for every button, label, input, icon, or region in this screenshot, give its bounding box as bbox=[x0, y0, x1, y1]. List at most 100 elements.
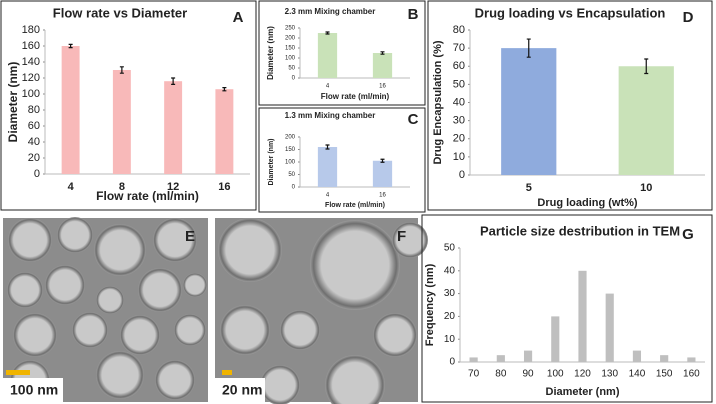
bar bbox=[605, 293, 614, 362]
y-tick-label: 0 bbox=[34, 168, 40, 180]
y-axis-label: Diameter (nm) bbox=[268, 138, 275, 185]
chart-title: Flow rate vs Diameter bbox=[53, 5, 187, 20]
panel-border bbox=[0, 0, 257, 211]
y-axis-label: Diameter (nm) bbox=[266, 26, 275, 80]
bar bbox=[112, 70, 131, 174]
x-tick-label: 120 bbox=[574, 369, 591, 380]
y-tick-label: 250 bbox=[285, 26, 296, 32]
x-tick-label: 150 bbox=[656, 369, 673, 380]
x-tick-label: 12 bbox=[167, 181, 179, 193]
panel-label: B bbox=[408, 6, 419, 23]
y-tick-label: 100 bbox=[285, 56, 296, 62]
y-tick-label: 60 bbox=[28, 120, 40, 132]
panel-border bbox=[258, 0, 426, 106]
y-tick-label: 50 bbox=[453, 78, 465, 90]
y-tick-label: 200 bbox=[285, 36, 296, 42]
y-tick-label: 100 bbox=[285, 160, 296, 166]
y-tick-label: 140 bbox=[22, 56, 40, 68]
bar bbox=[372, 53, 393, 78]
x-tick-label: 160 bbox=[683, 369, 700, 380]
x-axis-label: Diameter (nm) bbox=[546, 386, 620, 398]
y-tick-label: 60 bbox=[453, 60, 465, 72]
panel-border bbox=[421, 214, 713, 403]
y-tick-label: 40 bbox=[444, 265, 456, 276]
y-tick-label: 10 bbox=[444, 334, 456, 345]
y-tick-label: 180 bbox=[22, 24, 40, 36]
y-tick-label: 40 bbox=[28, 136, 40, 148]
bar bbox=[496, 355, 505, 362]
y-tick-label: 120 bbox=[22, 72, 40, 84]
x-tick-label: 16 bbox=[218, 181, 230, 193]
y-tick-label: 80 bbox=[28, 104, 40, 116]
panel-label: E bbox=[185, 228, 195, 245]
x-tick-label: 10 bbox=[640, 182, 652, 194]
bar bbox=[469, 357, 478, 362]
error-bar bbox=[380, 158, 385, 163]
y-tick-label: 10 bbox=[453, 151, 465, 163]
bar bbox=[551, 316, 560, 362]
x-tick-label: 4 bbox=[326, 84, 330, 90]
bar bbox=[660, 355, 669, 362]
panel-label: D bbox=[683, 9, 694, 26]
x-tick-label: 90 bbox=[522, 369, 534, 380]
y-tick-label: 150 bbox=[285, 147, 296, 153]
bar bbox=[317, 147, 338, 187]
bar bbox=[578, 270, 587, 362]
bar bbox=[523, 350, 533, 362]
x-axis-label: Flow rate (ml/min) bbox=[325, 202, 385, 209]
error-bar bbox=[171, 77, 176, 85]
bar bbox=[687, 357, 696, 362]
panel-border bbox=[427, 0, 713, 211]
error-bar bbox=[222, 87, 227, 92]
x-tick-label: 16 bbox=[379, 84, 386, 90]
y-tick-label: 160 bbox=[22, 40, 40, 52]
scale-label: 100 nm bbox=[10, 382, 58, 398]
x-tick-label: 80 bbox=[495, 369, 507, 380]
x-tick-label: 70 bbox=[468, 369, 480, 380]
y-tick-label: 150 bbox=[285, 46, 296, 52]
y-tick-label: 20 bbox=[444, 311, 456, 322]
tem-image-f bbox=[215, 218, 428, 404]
y-tick-label: 50 bbox=[288, 66, 295, 72]
bar bbox=[164, 81, 183, 174]
bar bbox=[215, 89, 234, 174]
bar bbox=[317, 33, 338, 78]
y-tick-label: 40 bbox=[453, 96, 465, 108]
y-tick-label: 30 bbox=[453, 115, 465, 127]
bar bbox=[618, 66, 674, 175]
y-tick-label: 0 bbox=[459, 169, 465, 181]
bar bbox=[501, 48, 557, 175]
chart-title: Particle size destribution in TEM bbox=[480, 223, 680, 238]
chart-title: 1.3 mm Mixing chamber bbox=[285, 111, 376, 120]
panel-border bbox=[258, 107, 426, 213]
y-tick-label: 50 bbox=[288, 172, 295, 178]
x-tick-label: 4 bbox=[68, 181, 75, 193]
y-tick-label: 50 bbox=[444, 243, 456, 254]
y-axis-label: Diameter (nm) bbox=[6, 62, 20, 143]
bar bbox=[61, 46, 80, 174]
y-axis-label: Drug Encapsulation (%) bbox=[432, 40, 444, 164]
error-bar bbox=[644, 58, 649, 75]
y-axis-label: Frequency (nm) bbox=[424, 263, 436, 346]
y-tick-label: 80 bbox=[453, 24, 465, 36]
y-tick-label: 0 bbox=[449, 357, 455, 368]
x-tick-label: 100 bbox=[547, 369, 564, 380]
y-tick-label: 20 bbox=[28, 152, 40, 164]
error-bar bbox=[68, 43, 73, 49]
chart-title: 2.3 mm Mixing chamber bbox=[285, 7, 376, 16]
error-bar bbox=[380, 51, 385, 55]
error-bar bbox=[325, 31, 330, 35]
x-axis-label: Drug loading (wt%) bbox=[537, 197, 638, 209]
chart-title: Drug loading vs Encapsulation bbox=[475, 5, 666, 20]
x-axis-label: Flow rate (ml/min) bbox=[321, 92, 390, 101]
y-tick-label: 20 bbox=[453, 133, 465, 145]
error-bar bbox=[119, 66, 124, 74]
x-tick-label: 130 bbox=[601, 369, 618, 380]
y-tick-label: 0 bbox=[292, 76, 296, 82]
tem-image-e bbox=[3, 217, 208, 402]
bar bbox=[632, 350, 642, 362]
x-tick-label: 8 bbox=[119, 181, 125, 193]
panel-label: A bbox=[233, 9, 244, 26]
error-bar bbox=[325, 144, 330, 150]
x-tick-label: 5 bbox=[526, 182, 532, 194]
